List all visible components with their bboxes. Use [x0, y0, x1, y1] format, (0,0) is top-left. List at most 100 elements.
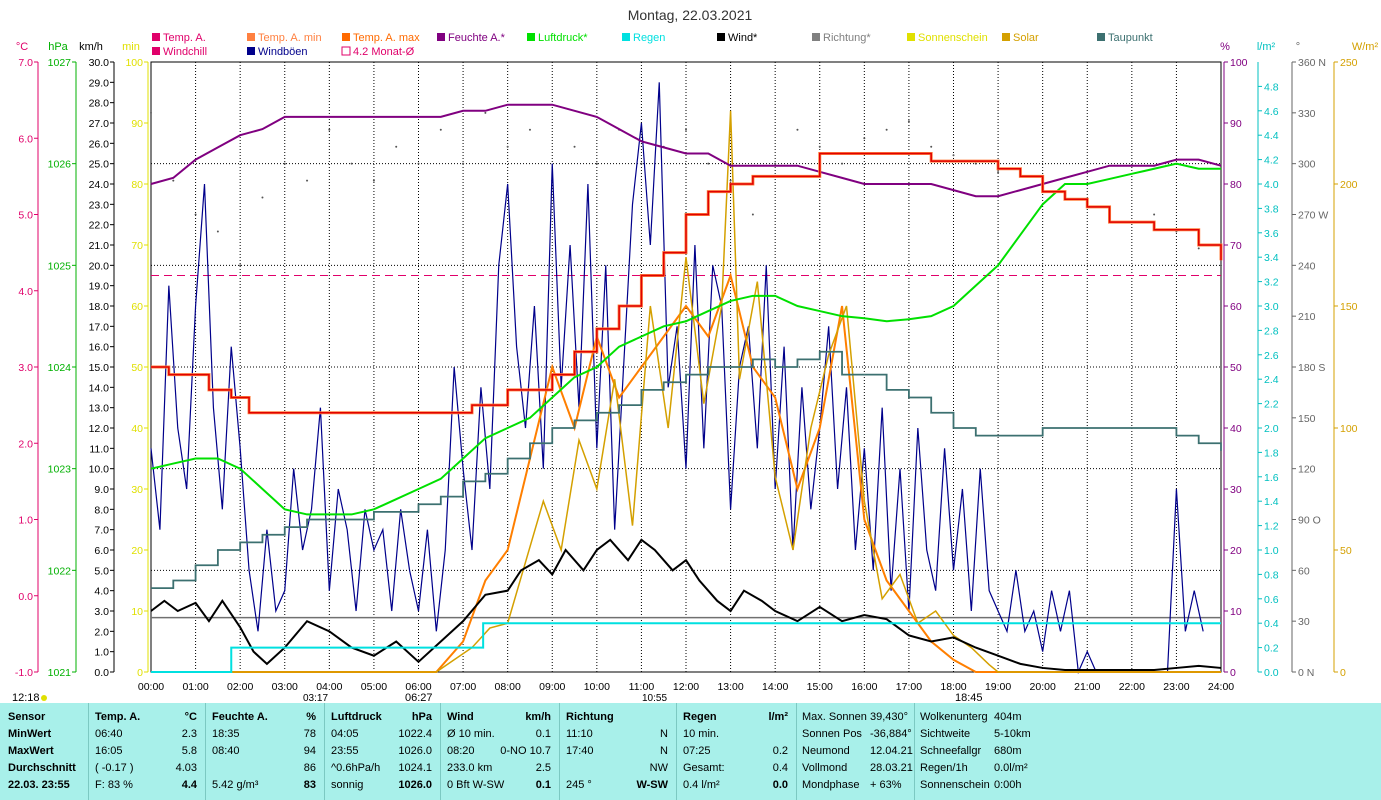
sun-axis-tick-label: 80: [131, 179, 143, 191]
legend-label: Temp. A. max: [353, 32, 420, 44]
rain-axis-tick-label: 2.2: [1264, 399, 1279, 411]
direction-point: [707, 162, 710, 165]
col-pressure: Luftdruck hPa 04:05 1022.4 23:55 1026.0 ^0.6hP…: [324, 703, 441, 800]
x-tick-label: 07:00: [450, 681, 476, 693]
direction-point: [1197, 247, 1200, 250]
footer-cell: 08:20: [447, 745, 475, 757]
temp-axis-tick-label: 4.0: [18, 286, 33, 298]
col-direction: Richtung 11:10 N 17:40 N NW 245 ° W-SW: [559, 703, 677, 800]
legend-label: Regen: [633, 32, 665, 44]
rain-axis-tick-label: 4.0: [1264, 179, 1279, 191]
wind-axis-tick-label: 19.0: [89, 281, 110, 293]
direction-axis-tick-label: 90 O: [1298, 515, 1321, 527]
direction-axis-tick-label: 120: [1298, 464, 1316, 476]
sun-axis-tick-label: 0: [137, 667, 143, 679]
wind-axis-tick-label: 16.0: [89, 342, 110, 354]
direction-point: [997, 171, 1000, 174]
sun-icon: [41, 695, 47, 701]
pressure-axis-unit-label: hPa: [48, 41, 68, 53]
direction-point: [885, 128, 888, 131]
direction-point: [506, 145, 509, 148]
rain-axis-tick-label: 2.0: [1264, 423, 1279, 435]
footer-value: 12.04.21: [870, 745, 913, 757]
series-rain: [151, 622, 1221, 673]
sun-axis-tick-label: 30: [131, 484, 143, 496]
wind-axis-tick-label: 5.0: [94, 565, 109, 577]
legend-swatch: [152, 47, 160, 55]
series-humidity: [150, 103, 1222, 198]
humidity-axis-unit-label: %: [1220, 41, 1230, 53]
wind-axis-tick-label: 27.0: [89, 118, 110, 130]
direction-point: [283, 162, 286, 165]
wind-axis-tick-label: 20.0: [89, 260, 110, 272]
direction-point: [328, 128, 331, 131]
footer-cell: 2.3: [181, 728, 197, 740]
direction-point: [216, 230, 219, 233]
marker-moon-time: 12:18: [12, 692, 40, 703]
direction-point: [261, 196, 264, 199]
footer-label: Schneefallgr: [920, 745, 982, 757]
x-tick-label: 18:00: [940, 681, 966, 693]
wind-axis-tick-label: 15.0: [89, 362, 110, 374]
direction-axis-tick-label: 60: [1298, 565, 1310, 577]
wind-axis-tick-label: 8.0: [94, 504, 109, 516]
direction-point: [974, 162, 977, 165]
footer-cell: 78: [303, 728, 316, 740]
direction-point: [528, 128, 531, 131]
direction-point: [751, 213, 754, 216]
x-tick-label: 24:00: [1208, 681, 1234, 693]
footer-cell: N: [660, 745, 668, 757]
x-tick-label: 04:00: [316, 681, 342, 693]
col-temp: Temp. A. °C 06:40 2.3 16:05 5.8 ( -0.17 ) 4.03 F…: [88, 703, 206, 800]
footer-cell: 06:40: [95, 728, 123, 740]
sun-axis-tick-label: 90: [131, 118, 143, 130]
legend-label: Windböen: [258, 46, 308, 58]
legend-swatch: [1002, 33, 1010, 41]
direction-point: [462, 162, 465, 165]
pressure-axis-tick-label: 1027: [48, 57, 72, 69]
legend-swatch: [437, 33, 445, 41]
wind-axis-tick-label: 29.0: [89, 77, 110, 89]
footer-cell: %: [306, 711, 316, 723]
wind-axis-tick-label: 26.0: [89, 138, 110, 150]
pressure-axis-tick-label: 1024: [48, 362, 72, 374]
x-tick-label: 01:00: [182, 681, 208, 693]
footer-value: 39,430°: [870, 711, 909, 723]
wind-axis-tick-label: 9.0: [94, 484, 109, 496]
footer-cell: l/m²: [768, 711, 788, 723]
footer-cell: 0.4: [772, 762, 788, 774]
weather-chart: Montag, 22.03.2021 Temp. A.WindchillTemp…: [12, 7, 1378, 703]
humidity-axis-tick-label: 50: [1230, 362, 1242, 374]
footer-value: 5-10km: [994, 728, 1031, 740]
series-gusts: [150, 82, 1204, 675]
footer-cell: Wind: [447, 711, 474, 723]
direction-axis-tick-label: 330: [1298, 108, 1316, 120]
direction-point: [306, 179, 309, 182]
humidity-axis-tick-label: 0: [1230, 667, 1236, 679]
footer-cell: 94: [303, 745, 316, 757]
rain-axis-tick-label: 1.8: [1264, 447, 1279, 459]
pressure-axis-tick-label: 1025: [48, 260, 72, 272]
humidity-axis-tick-label: 20: [1230, 545, 1242, 557]
x-tick-label: 10:00: [584, 681, 610, 693]
rain-axis-tick-label: 1.0: [1264, 545, 1279, 557]
col-misc: Wolkenunterg 404m Sichtweite 5-10km Schneefa…: [914, 703, 1064, 800]
direction-point: [439, 128, 442, 131]
rain-axis-tick-label: 4.2: [1264, 155, 1279, 167]
direction-point: [774, 162, 777, 165]
x-tick-label: 02:00: [227, 681, 253, 693]
x-tick-label: 08:00: [495, 681, 521, 693]
marker-sunrise: 06:27: [405, 692, 433, 703]
direction-point: [863, 137, 866, 140]
legend-swatch: [527, 33, 535, 41]
wind-axis-tick-label: 7.0: [94, 525, 109, 537]
legend-label: Temp. A. min: [258, 32, 322, 44]
footer-cell: ( -0.17 ): [95, 762, 134, 774]
sun-axis-tick-label: 10: [131, 606, 143, 618]
direction-point: [395, 145, 398, 148]
legend-swatch: [622, 33, 630, 41]
footer-cell: 1022.4: [398, 728, 432, 740]
footer-stats: Sensor MinWert MaxWert Durchschnitt 22.0…: [0, 703, 1381, 800]
footer-cell: 0.1: [535, 779, 551, 791]
footer-cell: 5.8: [181, 745, 197, 757]
